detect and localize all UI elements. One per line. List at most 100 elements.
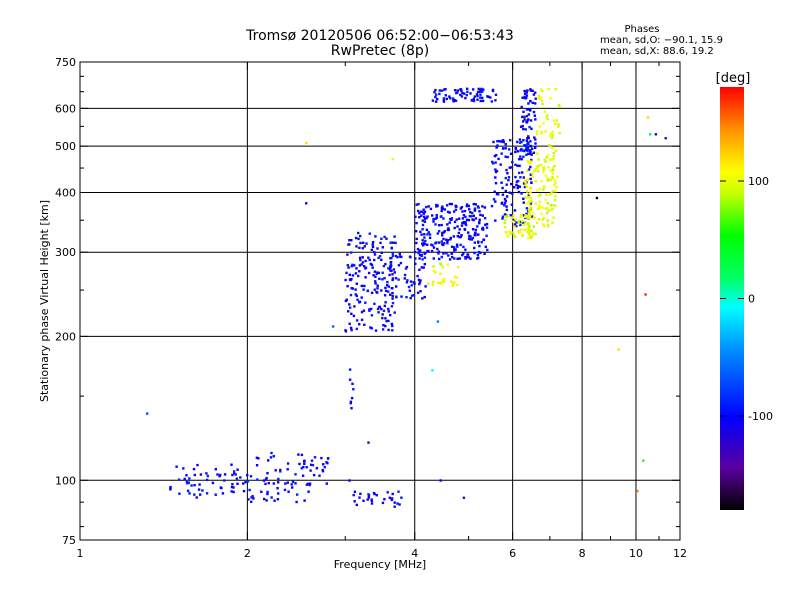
data-point bbox=[169, 485, 172, 489]
data-point bbox=[514, 175, 517, 179]
data-point bbox=[264, 478, 268, 481]
data-point bbox=[394, 241, 397, 245]
data-point bbox=[353, 264, 356, 267]
data-point bbox=[545, 211, 549, 214]
data-point bbox=[514, 147, 518, 151]
data-point bbox=[219, 473, 222, 477]
data-point bbox=[525, 202, 529, 205]
data-point bbox=[487, 95, 490, 99]
data-point bbox=[266, 492, 269, 496]
data-point bbox=[359, 241, 362, 245]
data-point bbox=[276, 498, 280, 501]
data-point bbox=[385, 319, 388, 323]
data-point bbox=[482, 88, 485, 91]
data-point bbox=[266, 490, 269, 494]
data-point bbox=[418, 281, 422, 284]
data-point bbox=[529, 187, 532, 190]
data-point bbox=[432, 257, 435, 260]
data-point bbox=[438, 89, 441, 92]
data-point bbox=[521, 115, 524, 119]
data-point bbox=[415, 241, 418, 245]
data-point bbox=[432, 269, 436, 272]
data-point bbox=[361, 256, 364, 259]
data-point bbox=[481, 205, 484, 208]
data-point bbox=[540, 163, 543, 167]
data-point bbox=[554, 189, 557, 193]
data-point bbox=[481, 226, 485, 230]
data-point bbox=[506, 233, 509, 237]
data-point bbox=[355, 319, 359, 322]
data-point bbox=[221, 492, 225, 495]
data-point bbox=[453, 89, 457, 92]
data-point bbox=[452, 97, 455, 100]
data-point bbox=[529, 204, 532, 207]
data-point bbox=[309, 469, 312, 472]
data-point bbox=[462, 245, 465, 249]
data-point bbox=[242, 489, 246, 493]
data-point bbox=[348, 378, 352, 381]
data-point bbox=[509, 139, 512, 142]
data-point bbox=[302, 465, 305, 469]
data-point bbox=[528, 192, 532, 196]
data-point bbox=[527, 113, 531, 116]
data-point bbox=[483, 206, 487, 209]
data-point bbox=[381, 316, 384, 320]
x-axis-label: Frequency [MHz] bbox=[334, 558, 426, 571]
data-point bbox=[494, 161, 497, 164]
data-point bbox=[467, 256, 470, 259]
data-point bbox=[527, 226, 530, 230]
data-point bbox=[347, 266, 350, 269]
data-point bbox=[298, 462, 301, 466]
data-point bbox=[190, 484, 193, 487]
data-point bbox=[396, 256, 399, 259]
data-point bbox=[532, 110, 536, 114]
data-point bbox=[533, 136, 536, 139]
data-point bbox=[519, 149, 522, 152]
data-point bbox=[367, 271, 371, 275]
data-point bbox=[461, 91, 464, 95]
data-point bbox=[389, 293, 392, 296]
data-point bbox=[525, 108, 529, 111]
data-point bbox=[418, 257, 421, 260]
data-point bbox=[415, 230, 418, 233]
data-point bbox=[481, 228, 485, 231]
data-point bbox=[441, 234, 444, 237]
data-point bbox=[305, 466, 308, 469]
data-point bbox=[508, 191, 511, 194]
data-point bbox=[506, 172, 509, 175]
data-point bbox=[214, 468, 217, 471]
data-point bbox=[420, 266, 423, 269]
data-point bbox=[529, 197, 532, 200]
data-point bbox=[193, 473, 196, 477]
data-point bbox=[188, 477, 191, 480]
data-point bbox=[545, 193, 548, 196]
data-point bbox=[542, 170, 545, 173]
colorbar-axis: 100 0 -100 bbox=[720, 175, 773, 423]
data-point bbox=[383, 235, 386, 239]
data-point bbox=[362, 241, 365, 244]
data-point bbox=[430, 249, 434, 253]
data-point bbox=[364, 266, 368, 269]
data-point bbox=[426, 243, 429, 246]
x-axis: 1 2 4 6 8 10 12 bbox=[77, 62, 687, 560]
data-point bbox=[515, 221, 518, 224]
data-point bbox=[474, 217, 478, 220]
data-point bbox=[263, 497, 266, 501]
data-point bbox=[514, 218, 517, 221]
data-point bbox=[442, 100, 446, 103]
data-point bbox=[450, 217, 453, 220]
data-point bbox=[527, 216, 531, 219]
y-tick-label: 75 bbox=[62, 534, 76, 547]
y-axis: 75 100 200 300 400 500 600 750 bbox=[55, 56, 680, 547]
data-point bbox=[514, 150, 517, 154]
data-point bbox=[421, 239, 424, 242]
data-point bbox=[435, 203, 438, 207]
data-point bbox=[491, 89, 495, 93]
data-point bbox=[386, 284, 389, 287]
data-point bbox=[370, 248, 373, 252]
data-point bbox=[380, 237, 383, 240]
data-point bbox=[518, 141, 522, 144]
data-point bbox=[354, 288, 357, 291]
data-point bbox=[441, 231, 444, 235]
data-point bbox=[553, 189, 556, 193]
